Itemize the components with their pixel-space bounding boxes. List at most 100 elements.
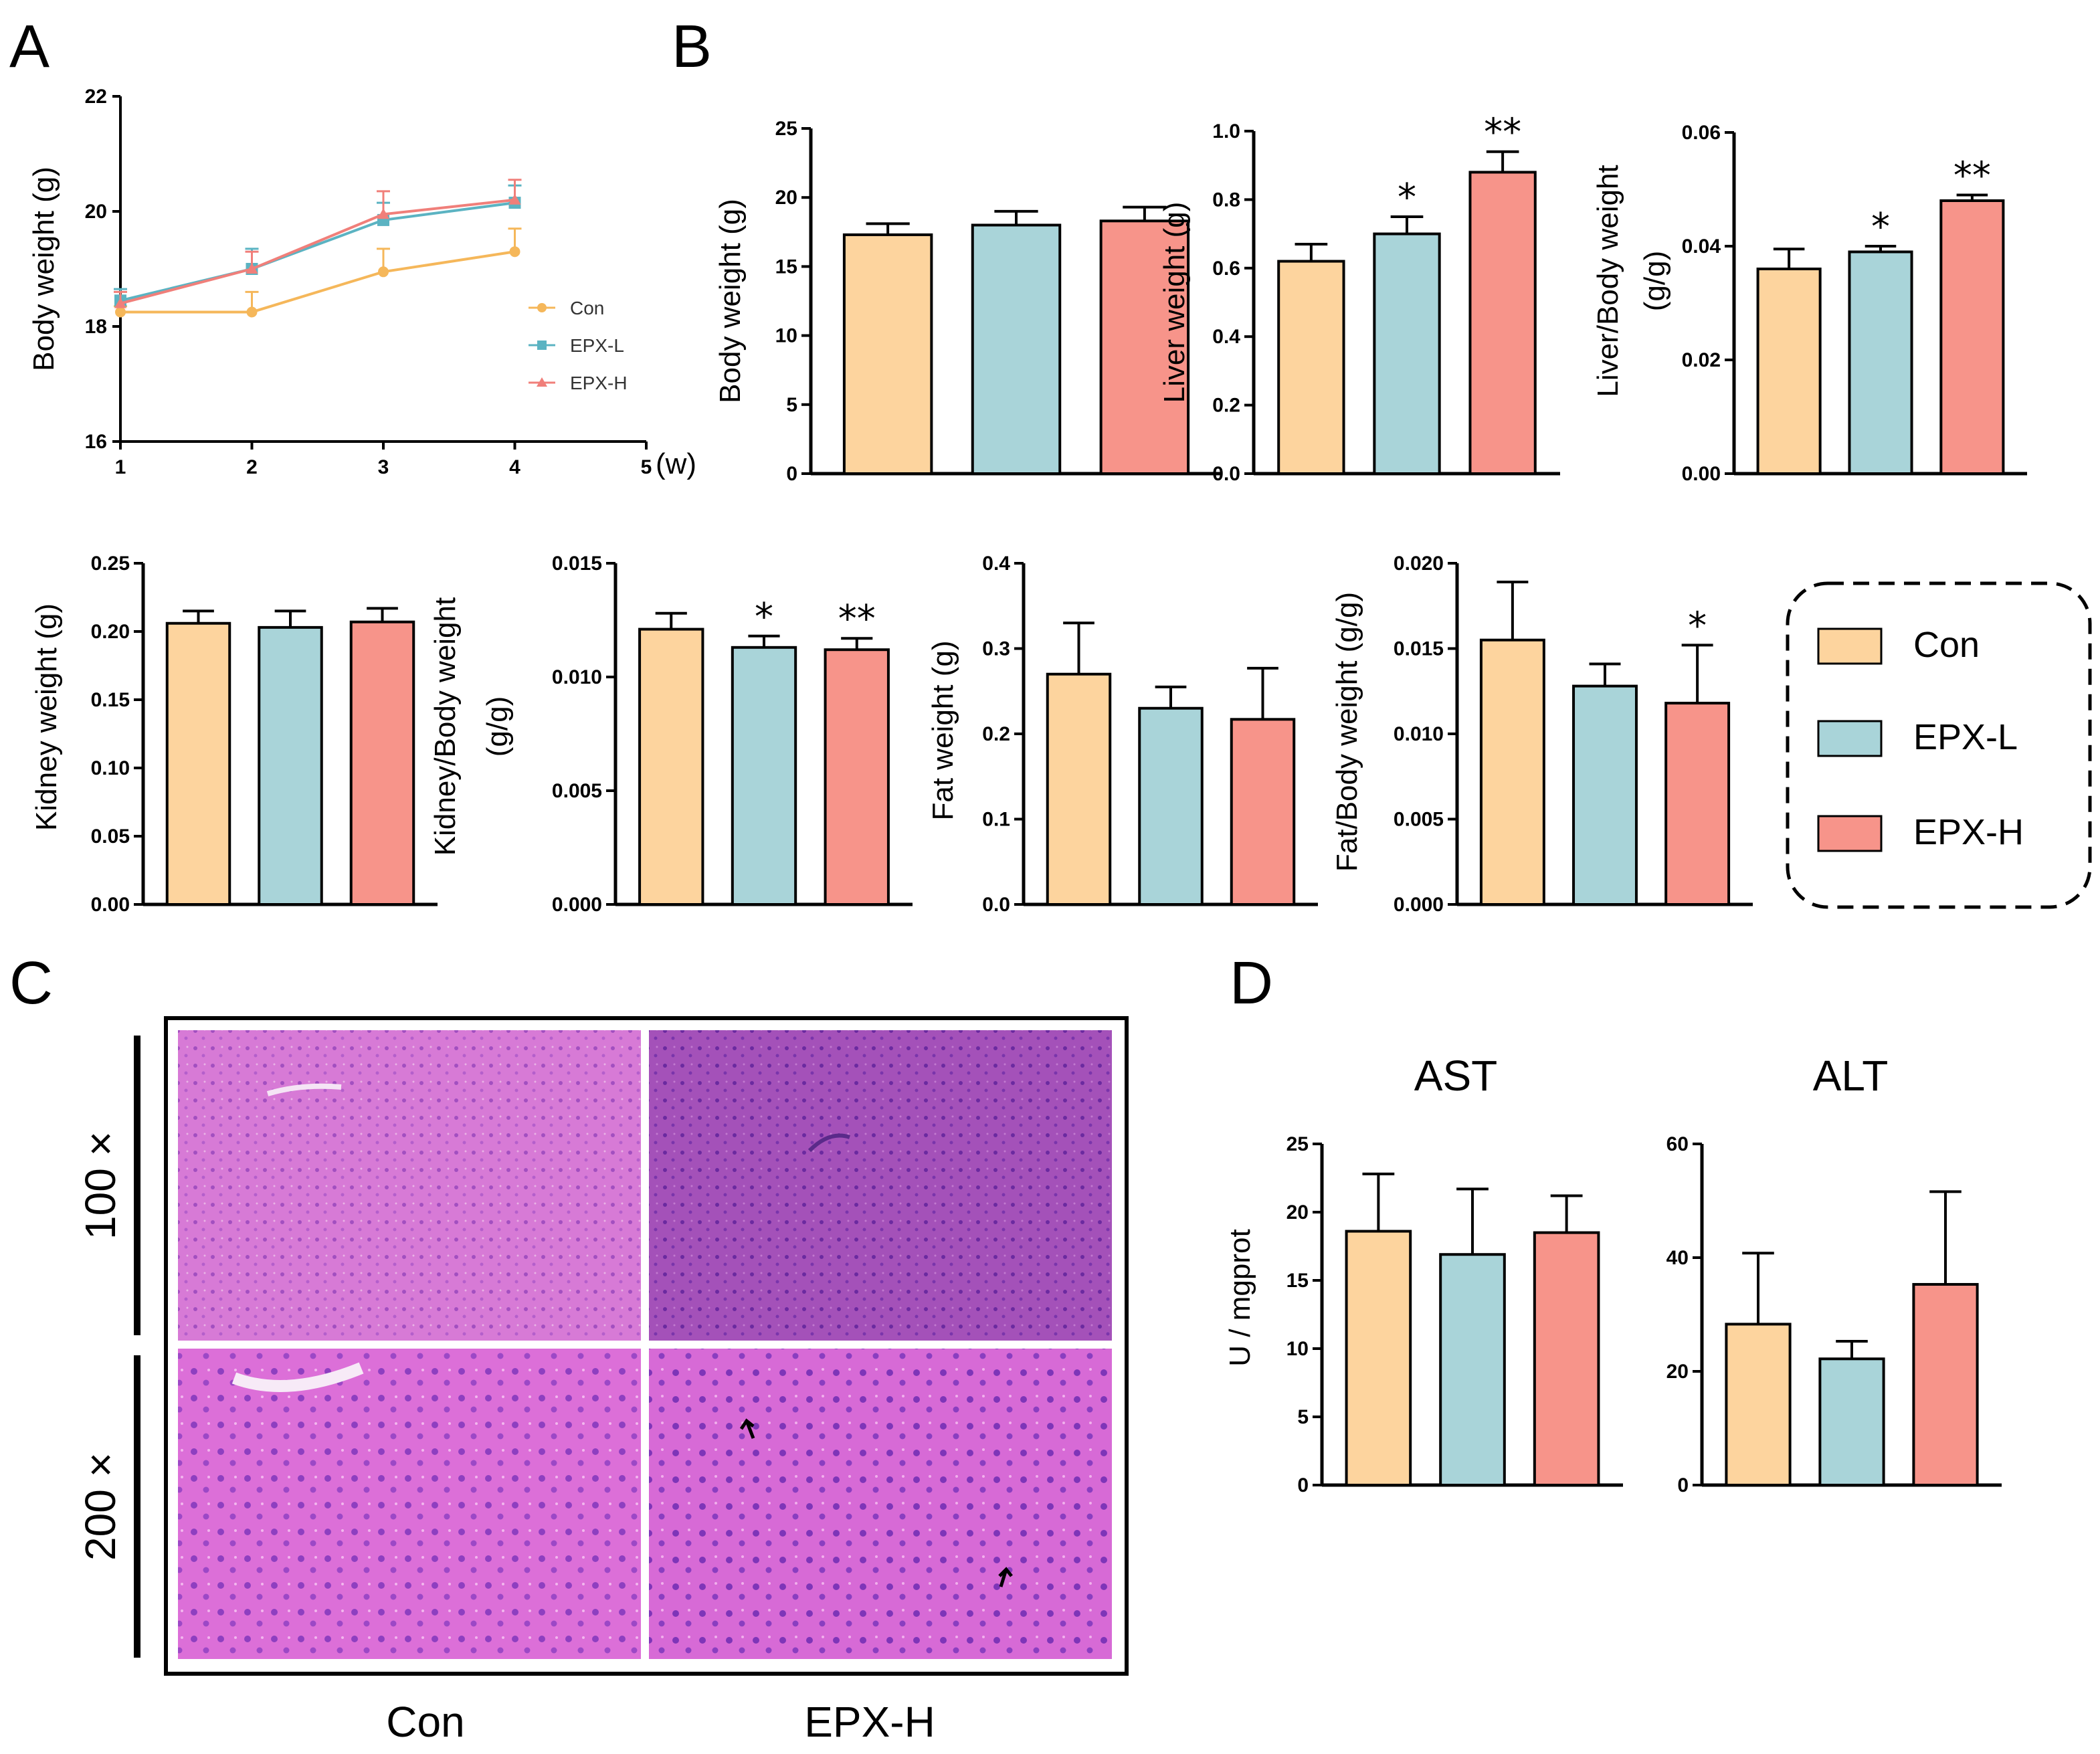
y-tick-label: 0.000	[1394, 894, 1444, 916]
bar-epx-l	[1848, 250, 1913, 475]
bar-epx-h	[1099, 219, 1190, 475]
bar-epx-l	[1818, 1357, 1885, 1487]
fat-body-ratio-bar-chart: 0.000 0.005 0.010 0.015 0.020 * Fat/Body weigh…	[1331, 553, 1753, 916]
y-tick-label: 25	[775, 118, 797, 140]
bar-con	[1277, 260, 1345, 475]
bar-con	[1479, 638, 1545, 906]
legend-text-epx-h: EPX-H	[1913, 812, 2024, 852]
bar-con	[1345, 1230, 1412, 1487]
y-tick-label: 1.0	[1212, 120, 1240, 142]
data-point	[246, 306, 258, 318]
y-tick-label: 0.1	[982, 809, 1010, 831]
y-tick-label: 0.010	[552, 666, 602, 688]
legend-label-epx-l: EPX-L	[570, 335, 624, 356]
y-tick-label: 0.005	[1394, 809, 1444, 831]
y-tick-label: 0.00	[91, 894, 130, 916]
bar-epx-h	[1912, 1282, 1979, 1486]
y-tick-label: 0	[786, 463, 797, 485]
y-tick-label: 0.0	[982, 894, 1010, 916]
bar-epx-l	[971, 223, 1062, 475]
magnification-label-200x: 200 ×	[76, 1452, 124, 1561]
y-tick-label: 0.6	[1212, 258, 1240, 280]
y-tick-label: 25	[1286, 1133, 1309, 1155]
legend-label-epx-h: EPX-H	[570, 373, 628, 393]
y-tick-label: 0	[1297, 1474, 1309, 1496]
bar-epx-h	[1230, 718, 1296, 906]
bar-epx-l	[1572, 684, 1638, 906]
y-axis-label: Kidney weight (g)	[30, 603, 63, 831]
histology-column-label-epx-h: EPX-H	[804, 1698, 935, 1746]
y-tick-label: 20	[1666, 1361, 1689, 1383]
line-chart-legend: Con EPX-L EPX-H	[529, 298, 628, 393]
liver-body-ratio-bar-chart: 0.000.020.040.06***Liver/Body weight (g/g…	[1592, 122, 2027, 485]
bar-epx-h	[1664, 702, 1731, 906]
y-tick-label: 16	[85, 431, 107, 453]
y-tick-label: 0.010	[1394, 723, 1444, 745]
y-axis-label: Fat weight (g)	[927, 641, 959, 821]
panel-label-b: B	[672, 13, 712, 80]
significance-marker: **	[1484, 111, 1521, 155]
y-tick-label: 5	[1297, 1406, 1309, 1428]
magnification-bar-200x	[134, 1355, 140, 1658]
y-tick-label: 0.015	[1394, 638, 1444, 660]
bar-epx-h	[1533, 1231, 1600, 1486]
y-tick-label: 0.000	[552, 894, 602, 916]
x-axis-label: (w)	[656, 448, 696, 480]
y-tick-label: 40	[1666, 1247, 1689, 1269]
y-tick-label: 0.10	[91, 757, 130, 779]
histology-column-label-con: Con	[386, 1698, 464, 1746]
x-tick-label: 1	[115, 456, 126, 478]
histology-epx-h-200x	[649, 1349, 1112, 1659]
y-axis-label-unit: (g/g)	[1638, 251, 1671, 311]
legend-swatch-con	[1817, 627, 1883, 665]
vessel-mark	[266, 1083, 342, 1096]
significance-marker: **	[1953, 155, 1991, 198]
magnification-label-100x: 100 ×	[76, 1131, 124, 1240]
bar-epx-h	[824, 648, 890, 906]
legend-text-con: Con	[1913, 625, 1980, 665]
bar-con	[1725, 1323, 1792, 1486]
y-tick-label: 0.4	[982, 553, 1010, 575]
chart-title: AST	[1414, 1052, 1497, 1100]
x-tick-label: 3	[378, 456, 389, 478]
histology-panel: 100 × 200 × Con EPX-H	[76, 1016, 1129, 1746]
body-weight-line-chart: 16 18 20 22 1 2 3 4 5 (w) Body weight (g)	[27, 86, 696, 480]
data-point	[246, 263, 258, 274]
y-tick-label: 0.015	[552, 553, 602, 575]
panel-label-d: D	[1230, 950, 1273, 1017]
legend-label-con: Con	[570, 298, 604, 318]
histology-con-200x	[178, 1349, 641, 1659]
y-tick-label: 0.00	[1682, 463, 1721, 485]
legend-marker-epx-h	[537, 377, 547, 387]
y-axis-label: U / mgprot	[1224, 1229, 1256, 1366]
y-axis-label: Body weight (g)	[27, 167, 60, 371]
bar-epx-l	[258, 625, 323, 906]
bar-epx-l	[731, 646, 797, 906]
y-tick-label: 60	[1666, 1133, 1689, 1155]
bar-epx-l	[1373, 232, 1441, 475]
y-tick-label: 22	[85, 86, 107, 108]
histology-epx-h-100x	[649, 1030, 1112, 1341]
bar-epx-l	[1439, 1253, 1506, 1486]
y-tick-label: 20	[85, 201, 107, 223]
y-tick-label: 15	[775, 256, 797, 278]
y-tick-label: 10	[775, 325, 797, 347]
data-point	[509, 246, 520, 258]
infiltrate-mark	[807, 1133, 850, 1153]
legend-swatch-epx-l	[1817, 720, 1883, 757]
data-point	[378, 266, 389, 278]
liver-weight-bar-chart: 0.00.20.40.60.81.0***Liver weight (g)	[1158, 111, 1560, 485]
bar-con	[165, 621, 231, 906]
significance-marker: *	[1871, 205, 1890, 249]
y-tick-label: 0.04	[1682, 235, 1721, 258]
legend-frame	[1786, 581, 2092, 909]
bar-con	[842, 233, 933, 475]
significance-marker: *	[755, 595, 773, 639]
series-line-epx-l	[120, 201, 515, 302]
y-axis-label: Body weight (g)	[714, 199, 747, 403]
arrow-icon	[998, 1567, 1013, 1587]
y-axis-label: Liver/Body weight	[1592, 165, 1624, 397]
histology-con-100x	[178, 1030, 641, 1341]
